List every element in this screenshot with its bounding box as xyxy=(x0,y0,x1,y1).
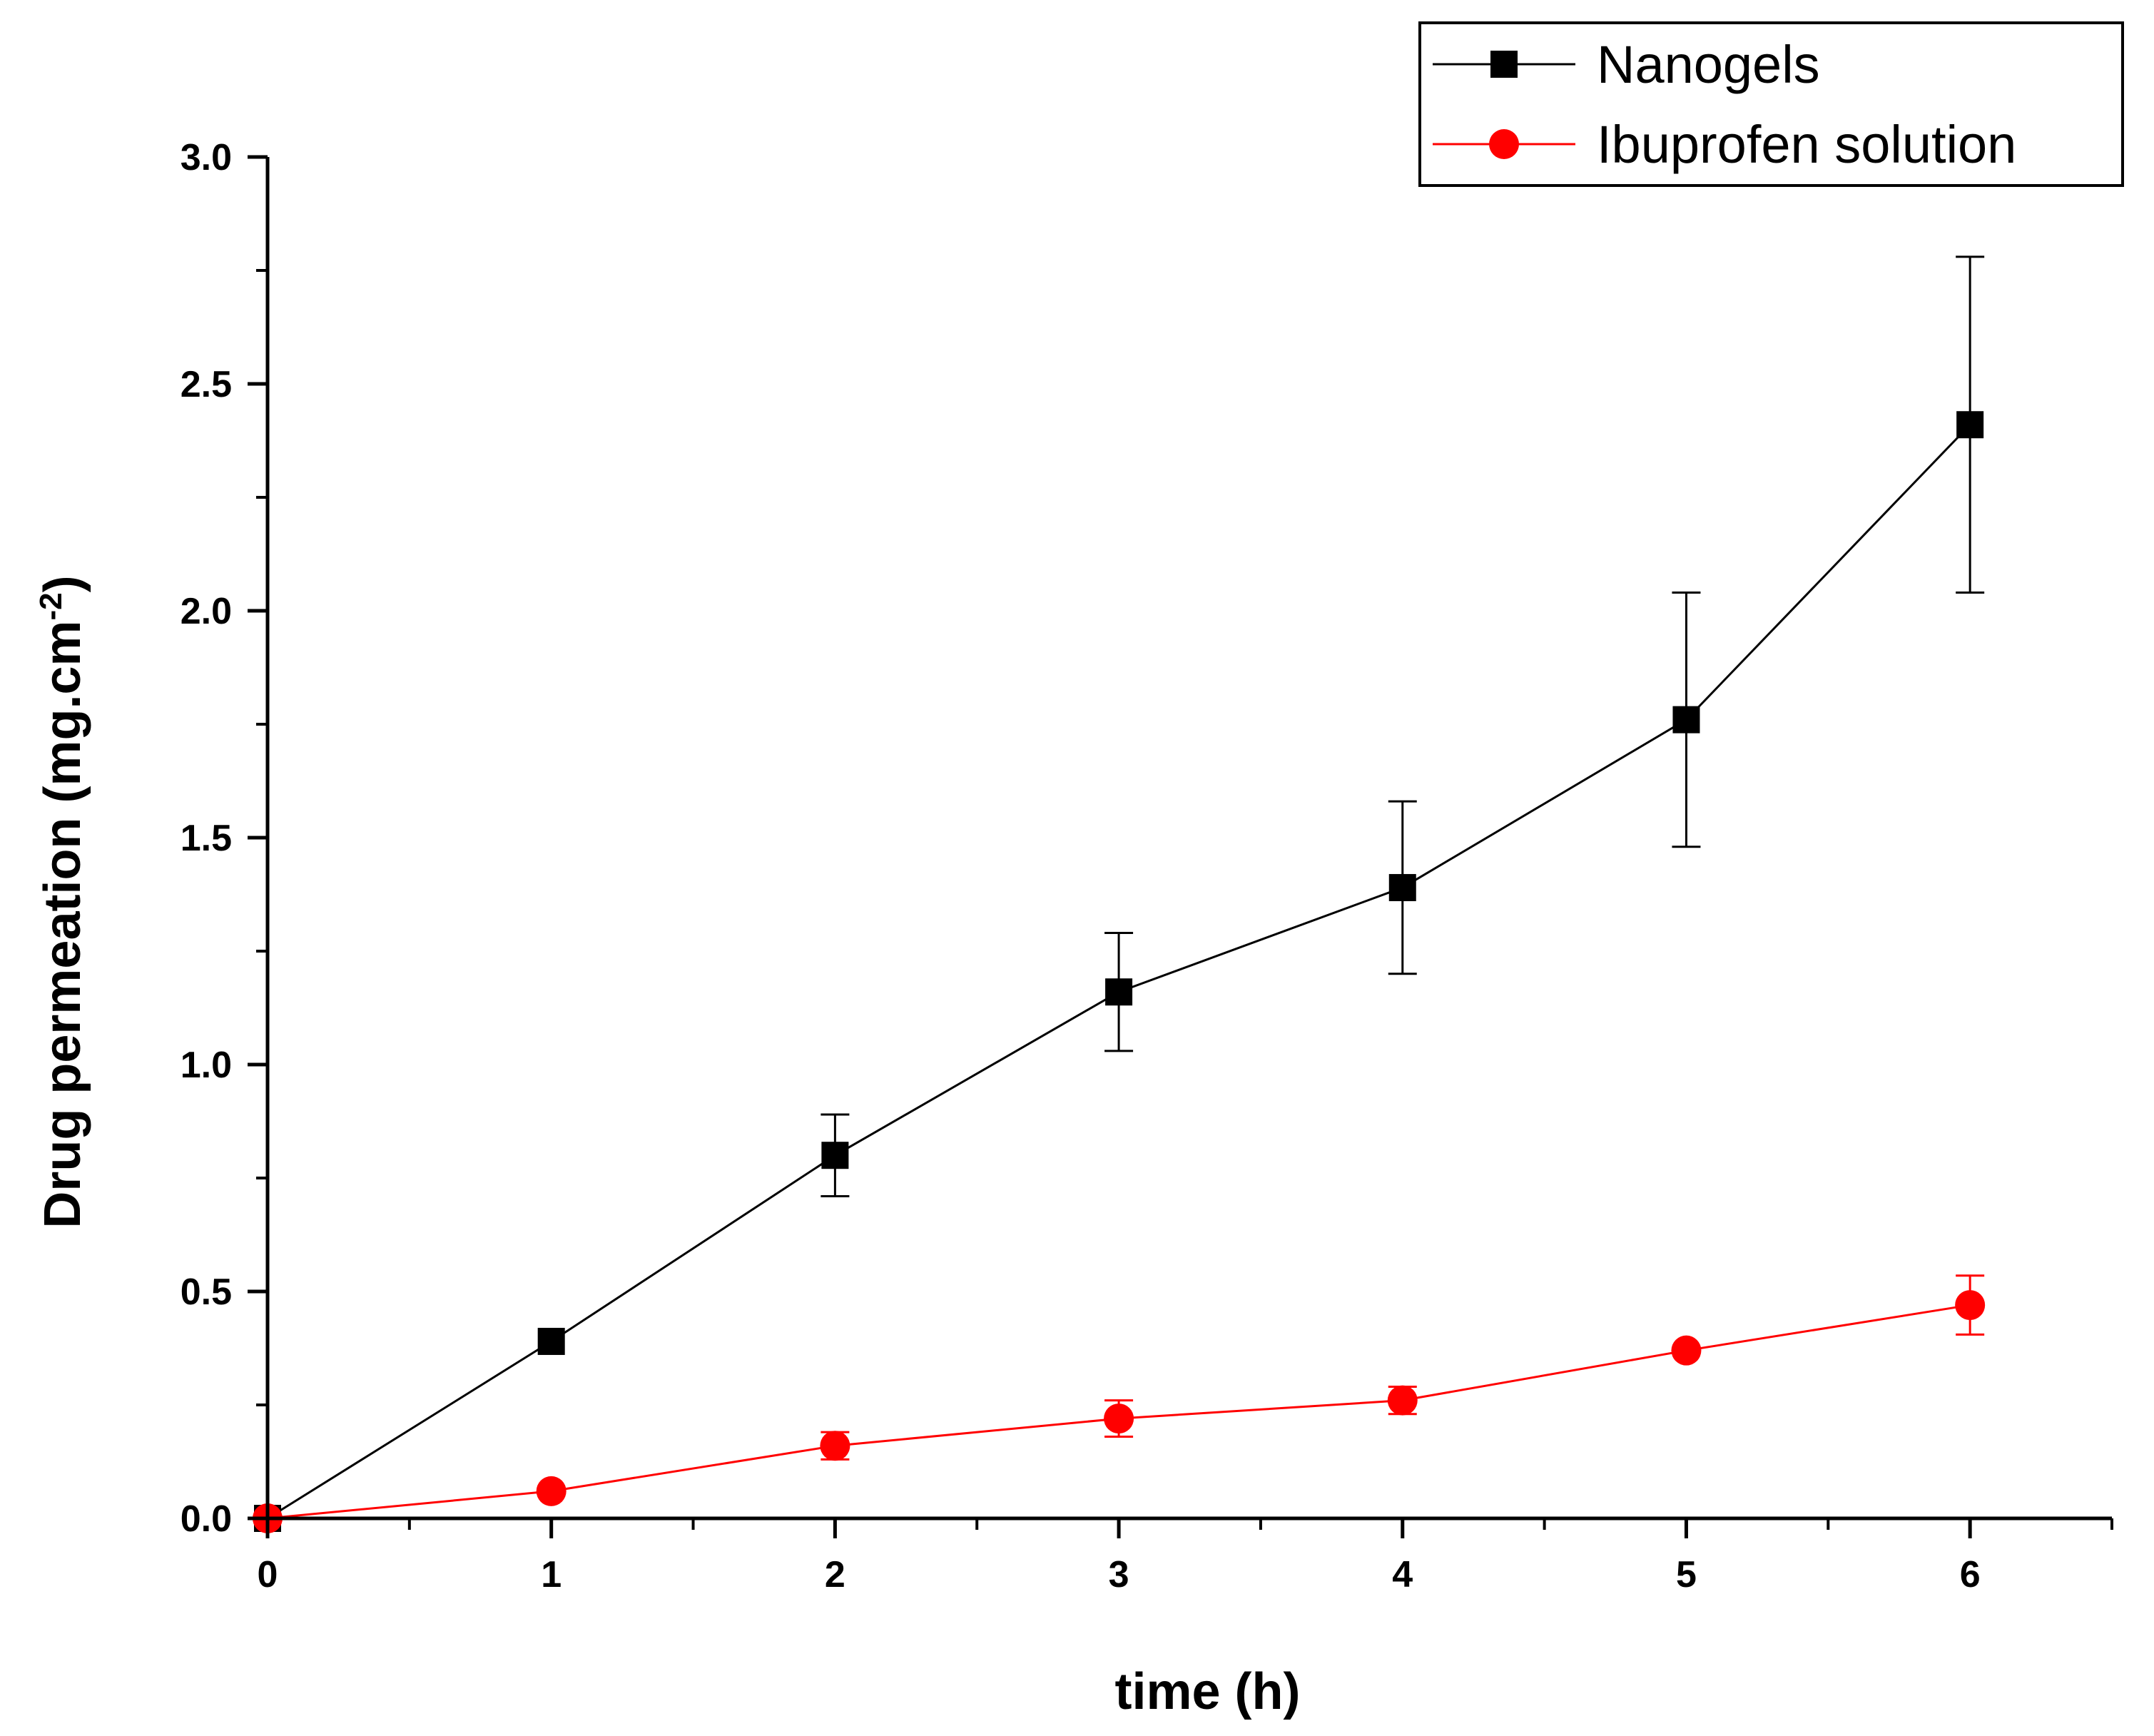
data-point xyxy=(1104,1403,1134,1434)
data-point xyxy=(536,1476,567,1506)
data-point xyxy=(1105,978,1133,1006)
legend-marker xyxy=(1489,129,1519,159)
y-tick-label: 0.0 xyxy=(181,1498,232,1540)
data-point xyxy=(820,1431,850,1461)
legend-marker xyxy=(1490,51,1518,78)
data-point xyxy=(1672,706,1700,734)
legend-label: Nanogels xyxy=(1597,35,1820,94)
y-axis-title: Drug permeation (mg.cm-2) xyxy=(34,575,91,1228)
data-point xyxy=(537,1327,565,1355)
legend-item: Nanogels xyxy=(1433,35,1820,94)
legend-item: Ibuprofen solution xyxy=(1433,115,2016,174)
x-tick-label: 4 xyxy=(1392,1554,1413,1595)
data-point xyxy=(1956,411,1984,439)
y-tick-label: 2.0 xyxy=(181,591,232,632)
y-tick-label: 0.5 xyxy=(181,1271,232,1313)
x-tick-label: 2 xyxy=(825,1554,845,1595)
plot-area xyxy=(253,255,1986,1533)
y-axis-title-superscript: -2 xyxy=(34,592,68,620)
y-tick-label: 1.0 xyxy=(181,1045,232,1086)
legend-label: Ibuprofen solution xyxy=(1597,115,2016,174)
data-point xyxy=(821,1142,849,1169)
x-tick-label: 1 xyxy=(541,1554,562,1595)
series-nanogels xyxy=(254,255,1985,1532)
x-tick-label: 0 xyxy=(258,1554,278,1595)
legend: Nanogels Ibuprofen solution xyxy=(1418,21,2124,187)
data-point xyxy=(1955,1290,1986,1321)
y-axis-title-main: Drug permeation (mg.cm xyxy=(34,620,91,1228)
axes: 0 1 2 3 4 5 6 0.0 0.5 1.0 1.5 2.0 2.5 3.0 xyxy=(181,137,2113,1595)
y-tick-label: 1.5 xyxy=(181,818,232,859)
x-tick-label: 6 xyxy=(1960,1554,1981,1595)
series-ibuprofen-solution xyxy=(253,1274,1986,1533)
data-point xyxy=(1671,1335,1702,1366)
data-point xyxy=(1387,1385,1418,1416)
x-tick-label: 3 xyxy=(1109,1554,1129,1595)
y-tick-label: 2.5 xyxy=(181,364,232,405)
y-axis-title-close: ) xyxy=(34,575,91,592)
data-point xyxy=(1388,873,1416,901)
y-tick-label: 3.0 xyxy=(181,137,232,178)
legend-box xyxy=(1418,21,2124,187)
x-axis-title: time (h) xyxy=(1115,1663,1301,1720)
x-tick-label: 5 xyxy=(1676,1554,1697,1595)
